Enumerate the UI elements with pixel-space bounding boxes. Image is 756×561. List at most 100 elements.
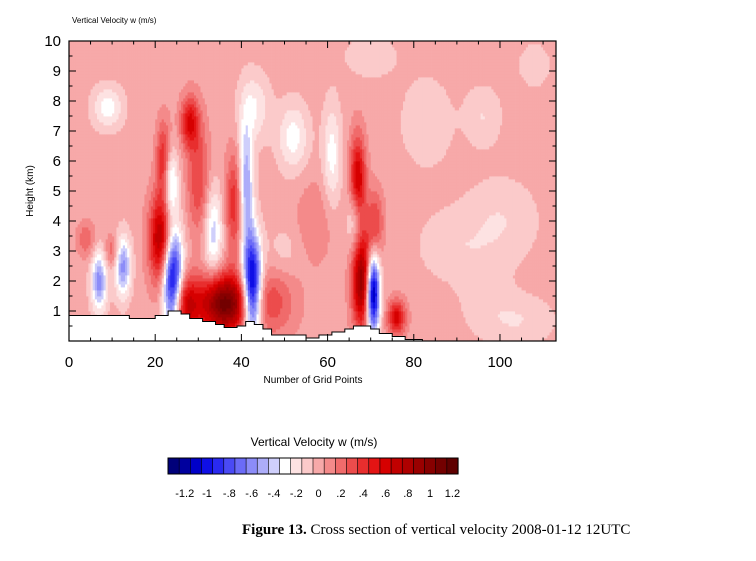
heatmap-cell [323,311,326,315]
heatmap-cell [213,296,216,300]
heatmap-cell [517,287,520,291]
heatmap-cell [517,326,520,330]
heatmap-cell [174,281,178,285]
heatmap-cell [405,326,408,330]
heatmap-cell [183,311,186,315]
heatmap-cell [357,317,361,321]
heatmap-cell [443,308,447,312]
heatmap-cell [204,299,208,303]
heatmap-cell [553,320,557,324]
heatmap-cell [71,284,74,288]
heatmap-cell [99,278,102,282]
heatmap-cell [398,314,402,318]
heatmap-cell [409,332,413,336]
heatmap-cell [122,287,126,291]
heatmap-cell [329,329,333,333]
heatmap-cell [435,332,438,336]
heatmap-cell [241,281,244,285]
heatmap-cell [418,326,421,330]
heatmap-cell [454,278,458,282]
heatmap-cell [109,305,113,309]
heatmap-cell [482,287,486,291]
heatmap-cell [288,302,292,306]
heatmap-cell [370,287,374,291]
heatmap-cell [316,290,320,294]
heatmap-cell [476,326,479,330]
heatmap-cell [409,278,413,282]
heatmap-cell [530,323,533,327]
heatmap-cell [418,311,421,315]
heatmap-cell [489,287,492,291]
heatmap-cell [480,338,484,342]
heatmap-cell [275,284,279,288]
heatmap-cell [314,308,318,312]
heatmap-cell [489,329,492,333]
heatmap-cell [471,338,475,342]
heatmap-cell [452,305,456,309]
heatmap-cell [275,320,279,324]
heatmap-cell [517,302,520,306]
heatmap-cell [325,308,328,312]
heatmap-cell [454,314,458,318]
heatmap-cell [88,281,91,285]
heatmap-cell [290,308,294,312]
heatmap-cell [499,311,503,315]
heatmap-cell [495,326,499,330]
heatmap-cell [114,290,117,294]
heatmap-cell [133,278,137,282]
heatmap-cell [489,299,492,303]
heatmap-cell [474,278,477,282]
heatmap-cell [398,326,402,330]
heatmap-cell [306,281,309,285]
heatmap-cell [137,284,141,288]
heatmap-cell [459,320,462,324]
heatmap-cell [153,287,156,291]
heatmap-cell [217,284,221,288]
heatmap-cell [232,314,236,318]
heatmap-cell [374,293,378,297]
heatmap-cell [359,287,363,291]
heatmap-cell [538,323,542,327]
heatmap-cell [327,332,331,336]
heatmap-cell [519,293,522,297]
heatmap-cell [334,323,337,327]
heatmap-cell [107,287,111,291]
heatmap-cell [446,299,449,303]
heatmap-cell [327,299,331,303]
heatmap-cell [344,278,348,282]
heatmap-cell [353,302,356,306]
heatmap-cell [512,314,516,318]
heatmap-cell [377,320,380,324]
heatmap-cell [489,332,492,336]
heatmap-cell [224,308,227,312]
heatmap-cell [269,317,272,321]
heatmap-cell [385,278,389,282]
heatmap-cell [377,287,380,291]
heatmap-cell [489,311,492,315]
heatmap-cell [340,287,344,291]
heatmap-cell [181,281,184,285]
heatmap-cell [252,314,255,318]
heatmap-cell [198,278,201,282]
heatmap-cell [396,329,400,333]
heatmap-cell [109,284,113,288]
heatmap-cell [538,296,542,300]
heatmap-cell [172,308,175,312]
heatmap-cell [288,290,292,294]
heatmap-cell [471,293,475,297]
heatmap-cell [202,293,206,297]
heatmap-cell [364,320,367,324]
heatmap-cell [420,296,423,300]
heatmap-cell [265,311,268,315]
heatmap-cell [433,326,436,330]
heatmap-cell [146,293,150,297]
heatmap-cell [497,293,501,297]
heatmap-cell [456,326,460,330]
heatmap-cell [540,281,544,285]
heatmap-cell [400,299,404,303]
heatmap-cell [125,290,128,294]
heatmap-cell [189,302,193,306]
heatmap-cell [368,299,372,303]
heatmap-cell [329,308,333,312]
heatmap-cell [157,293,160,297]
